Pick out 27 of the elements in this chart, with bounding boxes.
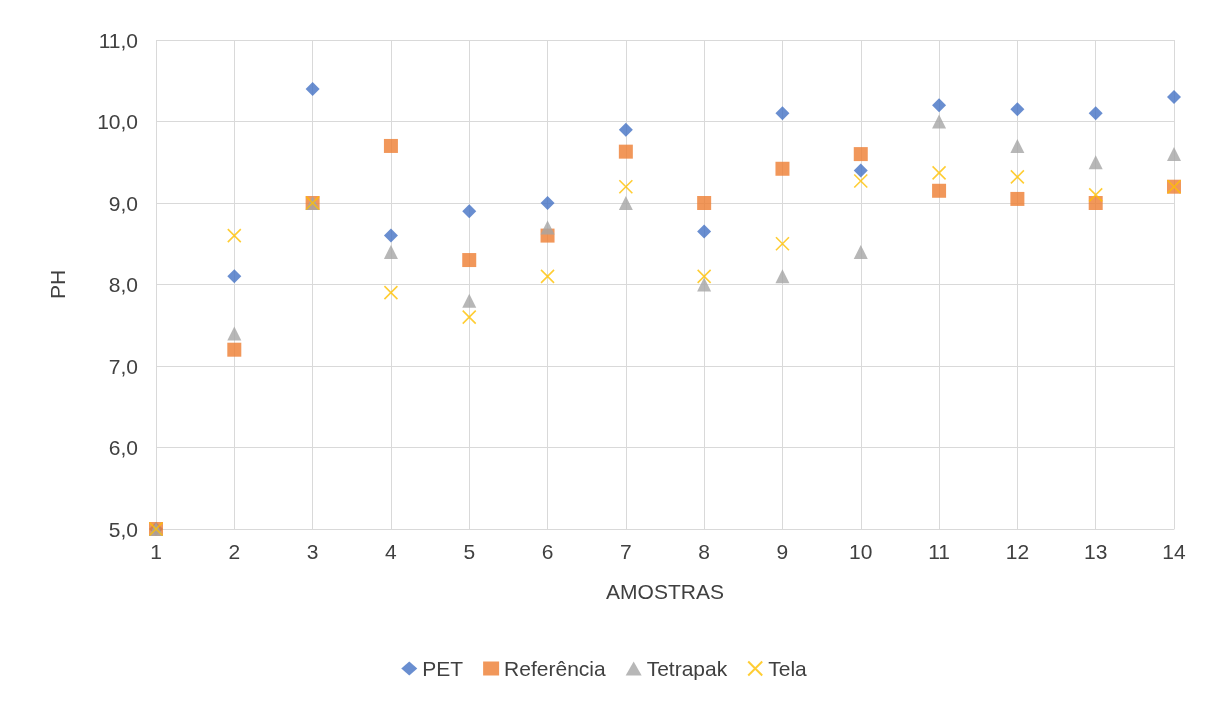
y-tick-label: 11,0 [98,28,138,52]
x-tick-label: 13 [1084,540,1108,563]
y-tick-label: 8,0 [108,273,138,296]
legend-label: PET [422,657,464,680]
y-tick-label: 7,0 [108,354,138,378]
x-tick-label: 1 [150,540,162,563]
x-tick-label: 3 [306,540,319,563]
x-axis-title: AMOSTRAS [606,580,724,603]
x-tick-label: 12 [1005,540,1030,563]
x-tick-label: 10 [849,540,873,563]
x-tick-label: 4 [385,540,398,563]
y-tick-label: 5,0 [108,517,138,541]
x-tick-label: 11 [928,540,950,563]
x-tick-label: 7 [620,540,632,563]
x-tick-label: 14 [1162,540,1186,563]
legend-label: Tetrapak [646,657,728,680]
y-tick-label: 10,0 [97,110,138,133]
x-tick-label: 9 [776,540,789,563]
legend-label: Tela [768,657,808,680]
y-tick-label: 9,0 [108,191,138,215]
x-tick-label: 8 [698,540,710,563]
x-tick-label: 5 [463,540,476,563]
legend-label: Referência [504,657,606,680]
x-tick-label: 2 [228,540,241,563]
x-tick-label: 6 [541,540,554,563]
y-tick-label: 6,0 [108,436,138,459]
y-axis-title: PH [46,269,69,300]
